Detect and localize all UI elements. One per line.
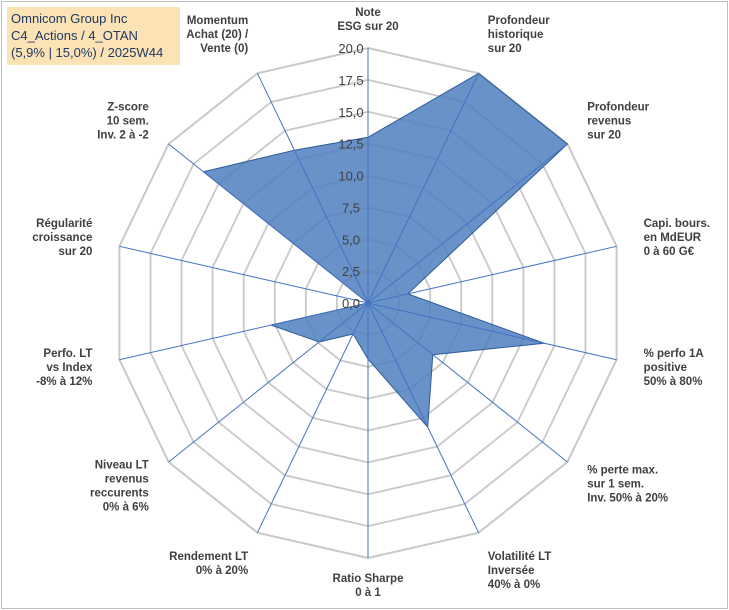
axis-label-line: sur 20 <box>59 246 93 258</box>
title-category: C4_Actions / 4_OTAN <box>11 28 138 43</box>
tick-label: 17,5 <box>338 73 363 88</box>
axis-label: Volatilité LT Inversée 40% à 0% <box>488 551 551 591</box>
axis-label: Note ESG sur 20 <box>337 7 398 33</box>
axis-label-line: Régularité <box>36 218 92 230</box>
axis-label-line: revenus <box>587 116 631 128</box>
axis-spoke <box>119 245 369 304</box>
axis-label: Niveau LT revenus reccurents 0% à 6% <box>90 460 149 514</box>
axis-label-line: Note <box>355 7 381 19</box>
axis-label: Momentum Achat (20) / Vente (0) <box>186 15 249 55</box>
title-stats: (5,9% | 15,0%) / 2025W44 <box>11 45 164 60</box>
axis-label-line: % perfo 1A <box>644 348 704 360</box>
axis-label-line: ESG sur 20 <box>337 21 398 33</box>
axis-spoke <box>367 73 480 304</box>
axis-spoke <box>168 143 369 304</box>
axis-label-line: -8% à 12% <box>36 376 92 388</box>
axis-label-line: Vente (0) <box>200 43 248 55</box>
axis-spoke <box>367 302 617 361</box>
axis-label-line: Ratio Sharpe <box>333 573 404 585</box>
axis-label: Profondeur revenus sur 20 <box>587 102 649 142</box>
chart-title-box: Omnicom Group Inc C4_Actions / 4_OTAN (5… <box>7 7 180 65</box>
axis-label-line: reccurents <box>90 488 149 500</box>
series-area <box>202 72 569 429</box>
axis-label-line: 40% à 0% <box>488 579 540 591</box>
tick-label: 2,5 <box>342 264 360 279</box>
axis-label: Rendement LT 0% à 20% <box>169 551 248 577</box>
axis-label: Ratio Sharpe 0 à 1 <box>333 573 404 599</box>
axis-layer <box>119 48 617 558</box>
axis-label-line: vs Index <box>46 362 93 374</box>
tick-label: 20,0 <box>338 41 363 56</box>
tick-label: 15,0 <box>338 105 363 120</box>
axis-label: % perte max. sur 1 sem. Inv. 50% à 20% <box>587 464 668 504</box>
tick-label: 12,5 <box>338 137 363 152</box>
axis-label-line: Perfo. LT <box>43 348 92 360</box>
tick-label: 7,5 <box>342 200 360 215</box>
axis-label-line: Inv. 50% à 20% <box>587 492 668 504</box>
axis-spoke <box>367 143 568 304</box>
axis-label: Profondeur historique sur 20 <box>488 15 550 55</box>
axis-label-line: 0 à 60 G€ <box>644 246 695 258</box>
axis-spoke <box>367 245 617 304</box>
label-layer: Note ESG sur 20 Profondeur historique sur 20… <box>32 7 710 599</box>
axis-label-line: croissance <box>32 232 92 244</box>
axis-label-line: Niveau LT <box>95 460 149 472</box>
axis-spoke <box>367 302 480 533</box>
axis-spoke <box>119 302 369 361</box>
data-layer <box>202 72 569 429</box>
axis-label-line: 0% à 20% <box>196 565 248 577</box>
axis-label-line: % perte max. <box>587 464 658 476</box>
axis-label-line: sur 20 <box>488 43 522 55</box>
axis-label-line: 0 à 1 <box>355 587 381 599</box>
axis-label: Perfo. LT vs Index -8% à 12% <box>36 348 93 388</box>
axis-label-line: Momentum <box>187 15 248 27</box>
axis-label-line: Inversée <box>488 565 535 577</box>
axis-label-line: revenus <box>105 474 149 486</box>
axis-spoke <box>256 302 369 533</box>
axis-label-line: en MdEUR <box>644 232 702 244</box>
axis-label-line: Z-score <box>107 102 149 114</box>
axis-label: Régularité croissance sur 20 <box>32 218 92 258</box>
axis-label-line: Rendement LT <box>169 551 248 563</box>
axis-label-line: Inv. 2 à -2 <box>97 130 149 142</box>
axis-label: % perfo 1A positive 50% à 80% <box>644 348 704 388</box>
axis-label-line: Capi. bours. <box>644 218 710 230</box>
axis-spoke <box>168 302 369 463</box>
tick-layer: 0,0 2,5 5,0 7,5 10,0 12,5 15,0 17,5 20,0 <box>338 41 363 311</box>
tick-label: 10,0 <box>338 169 363 184</box>
axis-label-line: Profondeur <box>488 15 550 27</box>
axis-label-line: 50% à 80% <box>644 376 703 388</box>
axis-label: Z-score 10 sem. Inv. 2 à -2 <box>97 102 149 142</box>
axis-label-line: historique <box>488 29 544 41</box>
tick-label: 0,0 <box>342 296 360 311</box>
axis-label-line: 0% à 6% <box>103 502 149 514</box>
title-company: Omnicom Group Inc <box>11 11 128 26</box>
axis-label-line: sur 20 <box>587 130 621 142</box>
axis-label-line: Profondeur <box>587 102 649 114</box>
axis-spoke <box>367 302 568 463</box>
tick-label: 5,0 <box>342 232 360 247</box>
axis-label-line: sur 1 sem. <box>587 478 644 490</box>
axis-label-line: Achat (20) / <box>186 29 249 41</box>
axis-label-line: 10 sem. <box>107 116 149 128</box>
axis-spoke <box>256 73 369 304</box>
axis-label-line: Volatilité LT <box>488 551 551 563</box>
axis-label: Capi. bours. en MdEUR 0 à 60 G€ <box>644 218 710 258</box>
axis-label-line: positive <box>644 362 687 374</box>
